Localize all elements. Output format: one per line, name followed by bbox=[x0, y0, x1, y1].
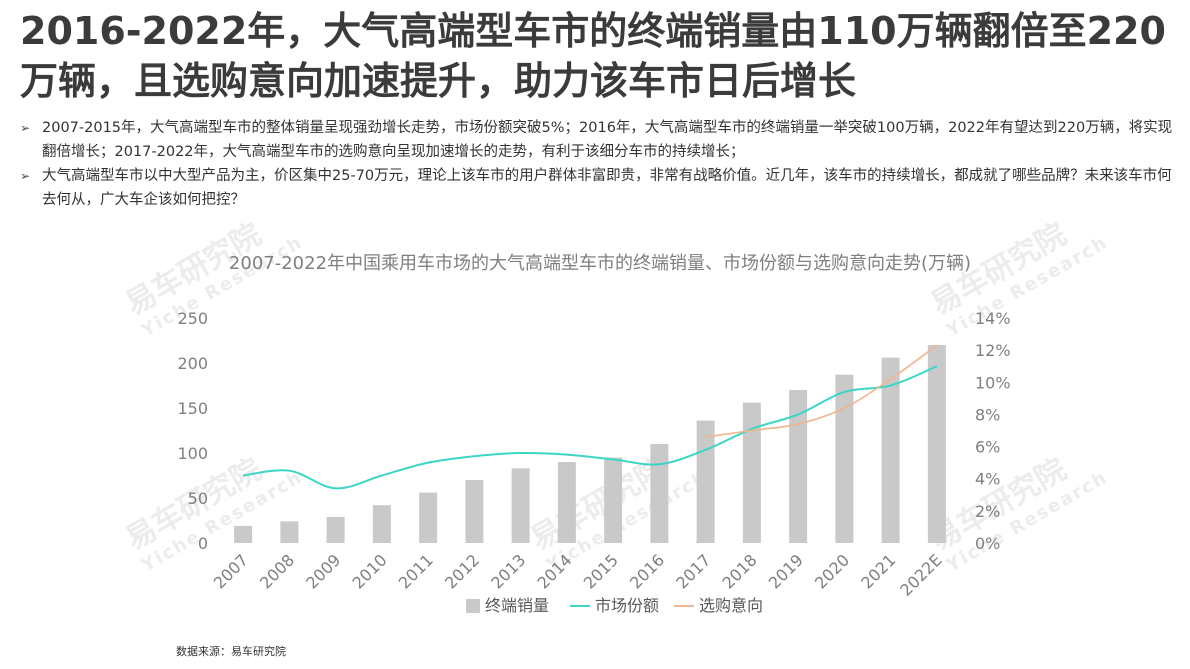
page-headline: 2016-2022年，大气高端型车市的终端销量由110万辆翻倍至220万辆，且选… bbox=[20, 9, 1166, 103]
y2-tick-label: 14% bbox=[975, 309, 1011, 328]
x-tick-label: 2008 bbox=[256, 550, 298, 592]
bar-2016 bbox=[650, 444, 669, 543]
x-tick-label: 2007 bbox=[210, 550, 252, 592]
legend-label: 选购意向 bbox=[699, 596, 763, 615]
bar-2013 bbox=[511, 468, 530, 543]
bullet-text: 大气高端型车市以中大型产品为主，价区集中25-70万元，理论上该车市的用户群体非… bbox=[42, 168, 1172, 208]
x-tick-label: 2019 bbox=[765, 550, 807, 592]
bullet-text: 2007-2015年，大气高端型车市的整体销量呈现强劲增长走势，市场份额突破5%… bbox=[42, 120, 1173, 160]
chart-title: 2007-2022年中国乘用车市场的大气高端型车市的终端销量、市场份额与选购意向… bbox=[228, 253, 972, 274]
y-tick-label: 150 bbox=[177, 399, 208, 418]
legend-label: 终端销量 bbox=[485, 596, 549, 615]
legend-label: 市场份额 bbox=[595, 596, 659, 615]
x-tick-label: 2018 bbox=[718, 550, 760, 592]
bar-2014 bbox=[557, 462, 576, 543]
x-tick-label: 2014 bbox=[533, 550, 575, 592]
y2-tick-label: 0% bbox=[975, 534, 1000, 553]
y2-tick-label: 6% bbox=[975, 438, 1000, 457]
bar-2010 bbox=[372, 505, 391, 543]
bullet-item: ➢ 2007-2015年，大气高端型车市的整体销量呈现强劲增长走势，市场份额突破… bbox=[20, 116, 1180, 164]
bar-2015 bbox=[604, 457, 623, 543]
bullet-item: ➢ 大气高端型车市以中大型产品为主，价区集中25-70万元，理论上该车市的用户群… bbox=[20, 164, 1180, 212]
x-tick-label: 2010 bbox=[348, 550, 390, 592]
y-tick-label: 100 bbox=[177, 444, 208, 463]
bar-2011 bbox=[419, 492, 438, 543]
x-tick-label: 2022E bbox=[896, 550, 945, 599]
x-tick-label: 2021 bbox=[857, 550, 899, 592]
bar-2007 bbox=[234, 525, 253, 543]
bullet-list: ➢ 2007-2015年，大气高端型车市的整体销量呈现强劲增长走势，市场份额突破… bbox=[20, 116, 1180, 212]
x-tick-label: 2017 bbox=[672, 550, 714, 592]
x-tick-label: 2016 bbox=[626, 550, 668, 592]
chart-container: 2007-2022年中国乘用车市场的大气高端型车市的终端销量、市场份额与选购意向… bbox=[150, 245, 1050, 635]
y-tick-label: 200 bbox=[177, 354, 208, 373]
data-source-note: 数据来源：易车研究院 bbox=[176, 645, 286, 658]
arrow-bullet-icon: ➢ bbox=[20, 169, 31, 183]
y2-tick-label: 8% bbox=[975, 405, 1000, 424]
bar-2020 bbox=[835, 374, 854, 543]
bar-2019 bbox=[789, 390, 808, 543]
legend-swatch-bar bbox=[466, 599, 480, 613]
line-series-选购意向 bbox=[705, 344, 938, 438]
y-tick-label: 0 bbox=[198, 534, 208, 553]
y2-tick-label: 2% bbox=[975, 502, 1000, 521]
x-tick-label: 2020 bbox=[811, 550, 853, 592]
y2-tick-label: 10% bbox=[975, 373, 1011, 392]
y-tick-label: 250 bbox=[177, 309, 208, 328]
bar-2021 bbox=[881, 357, 900, 543]
y2-tick-label: 4% bbox=[975, 470, 1000, 489]
x-tick-label: 2012 bbox=[441, 550, 483, 592]
arrow-bullet-icon: ➢ bbox=[20, 121, 31, 135]
bar-2009 bbox=[326, 516, 345, 543]
bar-2018 bbox=[742, 402, 761, 543]
line-series-市场份额 bbox=[243, 365, 938, 490]
x-tick-label: 2015 bbox=[580, 550, 622, 592]
bar-2008 bbox=[280, 521, 299, 543]
y2-tick-label: 12% bbox=[975, 341, 1011, 360]
bar-2017 bbox=[696, 420, 715, 543]
bar-2022E bbox=[927, 345, 946, 543]
bar-2012 bbox=[465, 480, 484, 543]
x-tick-label: 2009 bbox=[302, 550, 344, 592]
x-tick-label: 2013 bbox=[487, 550, 529, 592]
y-tick-label: 50 bbox=[188, 489, 208, 508]
x-tick-label: 2011 bbox=[395, 550, 437, 592]
